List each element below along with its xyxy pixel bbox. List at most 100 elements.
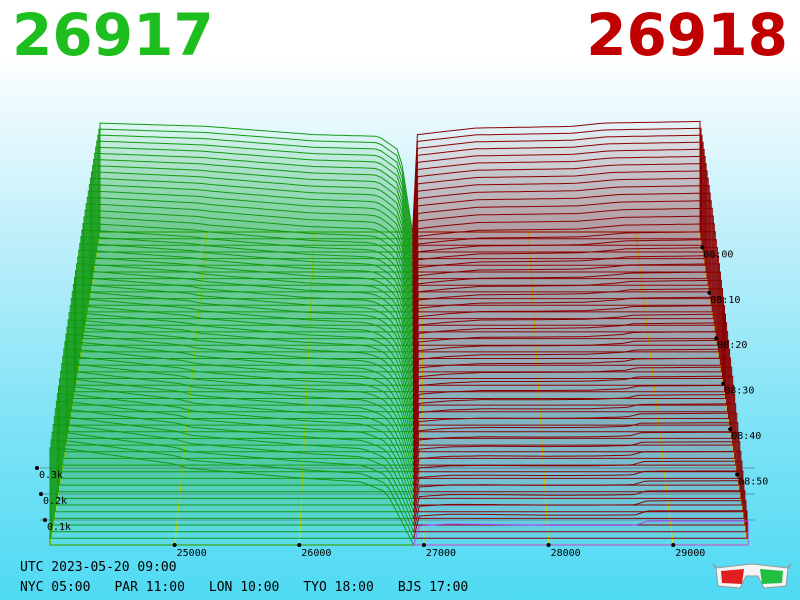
grid-line-price	[420, 231, 425, 546]
ask-depth-slice	[412, 357, 732, 433]
city-times: NYC 05:00 PAR 11:00 LON 10:00 TYO 18:00 BJS …	[20, 580, 492, 595]
bid-depth-slice	[85, 203, 414, 320]
bid-depth-slice	[52, 423, 415, 526]
bid-depth-slice	[88, 184, 414, 300]
city-time: LON 10:00	[208, 580, 280, 595]
ask-depth-slice	[412, 393, 736, 459]
bid-depth-slice	[79, 242, 414, 359]
bid-depth-slice	[98, 128, 414, 240]
bid-depth-slice	[66, 326, 414, 439]
ask-depth-slice	[412, 255, 719, 353]
bid-depth-slice	[59, 378, 415, 486]
ask-depth-slice	[412, 271, 721, 366]
bid-depth-slice	[99, 122, 414, 233]
y-tick-label: 0.1k	[47, 522, 71, 533]
bid-depth-slice	[50, 439, 415, 539]
ask-depth-slice	[412, 155, 706, 266]
ask-depth-slice	[412, 490, 746, 526]
bid-depth-slice	[82, 222, 414, 340]
time-tick-mark	[707, 290, 712, 295]
x-tick-mark	[172, 543, 177, 547]
bid-depth-slice	[96, 140, 414, 253]
ask-depth-slice	[412, 215, 714, 320]
y-tick-label: 0.2k	[43, 496, 67, 507]
time-tick-mark	[721, 381, 726, 386]
bid-depth-slice	[75, 270, 414, 386]
x-tick-label: 27000	[426, 548, 456, 559]
ask-depth-slice	[412, 288, 723, 379]
city-time: PAR 11:00	[114, 580, 185, 595]
ask-depth-slice	[412, 185, 710, 293]
x-tick-mark	[546, 543, 551, 547]
bid-depth-slice	[78, 249, 414, 366]
ask-depth-slice	[412, 192, 711, 300]
bid-depth-slice	[60, 370, 415, 479]
bid-depth-slice	[69, 305, 414, 419]
3d-glasses-icon[interactable]	[712, 558, 792, 596]
time-tick-label: 08:40	[731, 431, 761, 442]
bid-price: 26917	[12, 1, 214, 69]
bid-depth-slice	[51, 431, 415, 533]
city-time: NYC 05:00	[20, 580, 91, 595]
y-tick-mark	[43, 518, 47, 522]
x-tick-label: 29000	[675, 548, 705, 559]
ask-depth-slice	[412, 170, 708, 280]
bid-depth-slice	[55, 400, 415, 506]
bid-depth-slice	[97, 134, 414, 246]
ask-depth-slice	[412, 339, 730, 419]
ask-depth-slice	[412, 313, 726, 399]
bid-depth-slice	[71, 290, 414, 406]
time-tick-mark	[700, 245, 705, 250]
ask-depth-slice	[412, 163, 707, 273]
bid-depth-slice	[74, 277, 414, 393]
bid-depth-slice	[68, 312, 414, 426]
ask-depth-slice	[412, 348, 731, 426]
time-tick-mark	[735, 472, 740, 477]
ask-depth-slice	[412, 263, 720, 359]
utc-time: UTC 2023-05-20 09:00	[20, 560, 177, 575]
ask-depth-slice	[412, 200, 712, 306]
ask-depth-slice	[413, 480, 745, 519]
bid-depth-slice	[65, 333, 414, 446]
ask-depth-slice	[413, 520, 749, 546]
city-time: TYO 18:00	[303, 580, 374, 595]
ask-depth-slice	[412, 375, 734, 446]
bid-depth-slice	[94, 152, 414, 266]
time-tick-mark	[714, 336, 719, 341]
ask-depth-slice	[412, 305, 725, 393]
city-time: BJS 17:00	[397, 580, 469, 595]
y-tick-mark	[39, 492, 43, 496]
ask-depth-slice	[412, 422, 739, 479]
ask-depth-slice	[413, 500, 747, 533]
bid-depth-slice	[61, 363, 414, 473]
axis-labels: 25000 26000 27000 28000 29000 0.1k 0.2k 0.3k 08:…	[35, 245, 768, 559]
bid-depth-slice	[62, 355, 414, 466]
x-tick-label: 28000	[551, 548, 581, 559]
ask-depth-slice	[412, 450, 742, 499]
time-tick-label: 08:00	[703, 249, 733, 260]
bid-depth-slice	[89, 177, 414, 293]
bid-depth-slice	[95, 146, 414, 260]
bid-depth-surface	[49, 122, 415, 546]
ask-depth-slice	[413, 470, 744, 513]
ask-depth-slice	[412, 177, 709, 286]
x-tick-mark	[421, 543, 426, 547]
time-tick-label: 08:20	[717, 340, 747, 351]
ask-depth-slice	[412, 431, 740, 486]
bid-depth-slice	[54, 408, 415, 513]
time-tick-label: 08:50	[738, 477, 768, 488]
time-tick-label: 08:10	[710, 295, 740, 306]
ask-price: 26918	[586, 1, 788, 69]
bid-depth-slice	[86, 196, 414, 313]
ask-depth-slice	[412, 223, 715, 326]
x-tick-label: 26000	[301, 548, 331, 559]
ask-depth-slice	[412, 330, 729, 413]
grid-line-price	[174, 231, 208, 546]
bid-depth-slice	[76, 263, 414, 379]
x-tick-mark	[297, 543, 302, 547]
ask-depth-slice	[412, 384, 735, 453]
bid-depth-slice	[80, 236, 414, 353]
bid-depth-slice	[67, 319, 414, 433]
ask-depth-slice	[413, 460, 743, 506]
